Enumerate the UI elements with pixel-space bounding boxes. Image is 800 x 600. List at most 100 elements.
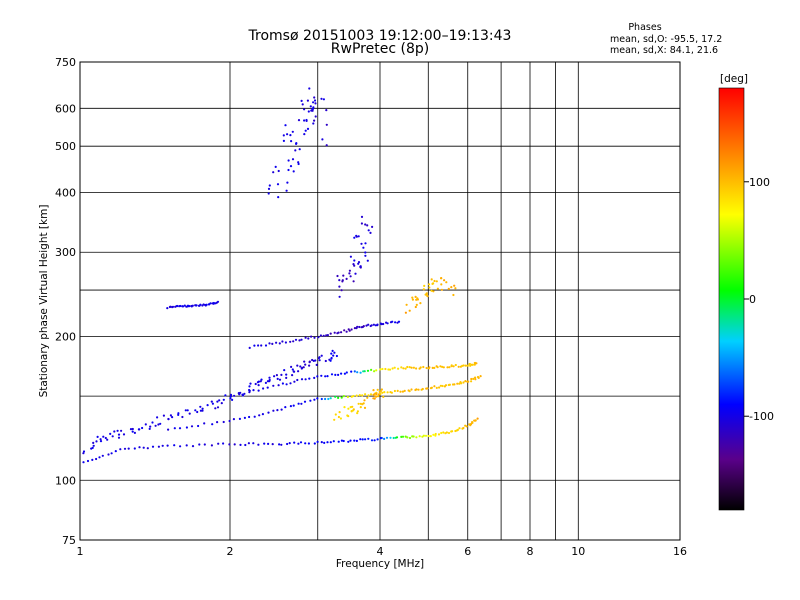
data-point — [408, 309, 411, 312]
colorbar-ticks: 100 0 -100 — [744, 176, 774, 423]
data-point — [367, 323, 370, 326]
data-point — [427, 434, 430, 438]
data-point — [337, 373, 340, 376]
data-point — [340, 396, 343, 399]
data-point — [334, 395, 337, 398]
data-point — [326, 375, 329, 378]
data-point — [346, 395, 349, 399]
grid-lines — [79, 62, 681, 540]
data-point — [282, 139, 285, 142]
data-point — [183, 304, 186, 307]
data-point — [390, 391, 393, 394]
data-point — [419, 366, 422, 369]
trace-x-scatter-mid — [333, 388, 385, 421]
data-point — [338, 285, 341, 288]
data-point — [404, 367, 407, 370]
data-point — [157, 423, 160, 426]
data-point — [205, 303, 208, 306]
data-point — [314, 115, 317, 118]
data-point — [337, 415, 340, 419]
data-point — [312, 101, 315, 104]
data-points — [82, 87, 482, 464]
data-point — [277, 196, 280, 199]
data-point — [156, 416, 159, 419]
data-point — [133, 431, 136, 434]
data-point — [82, 461, 85, 464]
data-point — [433, 385, 436, 388]
data-point — [467, 380, 470, 383]
data-point — [324, 397, 327, 401]
data-point — [366, 259, 369, 262]
x-tick-label: 4 — [377, 545, 384, 558]
data-point — [386, 391, 389, 394]
data-point — [470, 377, 473, 381]
data-point — [272, 409, 275, 412]
data-point — [349, 439, 352, 442]
data-point — [316, 397, 319, 400]
data-point — [441, 365, 444, 368]
data-point — [448, 383, 451, 386]
data-point — [408, 390, 411, 393]
x-tick-label: 8 — [527, 545, 534, 558]
data-point — [283, 369, 286, 372]
data-point — [117, 433, 121, 436]
data-point — [294, 338, 298, 341]
data-point — [278, 378, 282, 381]
data-point — [325, 334, 328, 337]
data-point — [308, 377, 311, 380]
data-point — [374, 395, 377, 398]
data-point — [320, 354, 323, 357]
data-point — [116, 429, 119, 432]
data-point — [281, 382, 284, 385]
data-point — [267, 411, 270, 414]
data-point — [99, 438, 102, 441]
data-point — [352, 280, 355, 283]
data-point — [421, 387, 424, 391]
data-point — [329, 441, 332, 444]
data-point — [149, 425, 152, 428]
data-point — [369, 393, 373, 396]
data-point — [311, 109, 314, 112]
chart-subtitle: RwPretec (8p) — [331, 41, 429, 57]
data-point — [356, 325, 359, 328]
data-point — [260, 378, 263, 381]
data-point — [362, 325, 365, 328]
data-point — [433, 366, 436, 369]
data-point — [138, 446, 141, 449]
data-point — [284, 406, 287, 409]
data-point — [435, 280, 438, 283]
data-point — [414, 305, 417, 309]
x-axis-ticks: 1 2 4 6 8 10 16 — [77, 545, 688, 558]
data-point — [363, 406, 367, 409]
data-point — [268, 376, 271, 379]
data-point — [222, 420, 225, 424]
data-point — [392, 436, 395, 440]
data-point — [460, 382, 463, 385]
data-point — [298, 148, 301, 151]
data-point — [462, 381, 465, 384]
stats-o-line: mean, sd,O: -95.5, 17.2 — [610, 34, 722, 45]
data-point — [304, 363, 307, 366]
data-point — [127, 447, 130, 450]
data-point — [454, 287, 457, 290]
data-point — [370, 368, 373, 371]
data-point — [211, 402, 214, 405]
data-point — [329, 332, 332, 335]
data-point — [386, 322, 389, 325]
data-point — [241, 393, 244, 396]
data-point — [171, 305, 175, 308]
data-point — [201, 409, 204, 412]
y-tick-label: 200 — [55, 330, 76, 343]
data-point — [293, 370, 296, 373]
data-point — [445, 281, 448, 284]
data-point — [315, 363, 318, 366]
data-point — [216, 406, 220, 409]
data-point — [298, 339, 301, 342]
data-point — [306, 99, 309, 102]
data-point — [422, 434, 425, 437]
data-point — [257, 344, 260, 347]
data-point — [412, 366, 415, 369]
data-point — [264, 344, 268, 347]
data-point — [444, 384, 448, 387]
data-point — [432, 290, 435, 293]
